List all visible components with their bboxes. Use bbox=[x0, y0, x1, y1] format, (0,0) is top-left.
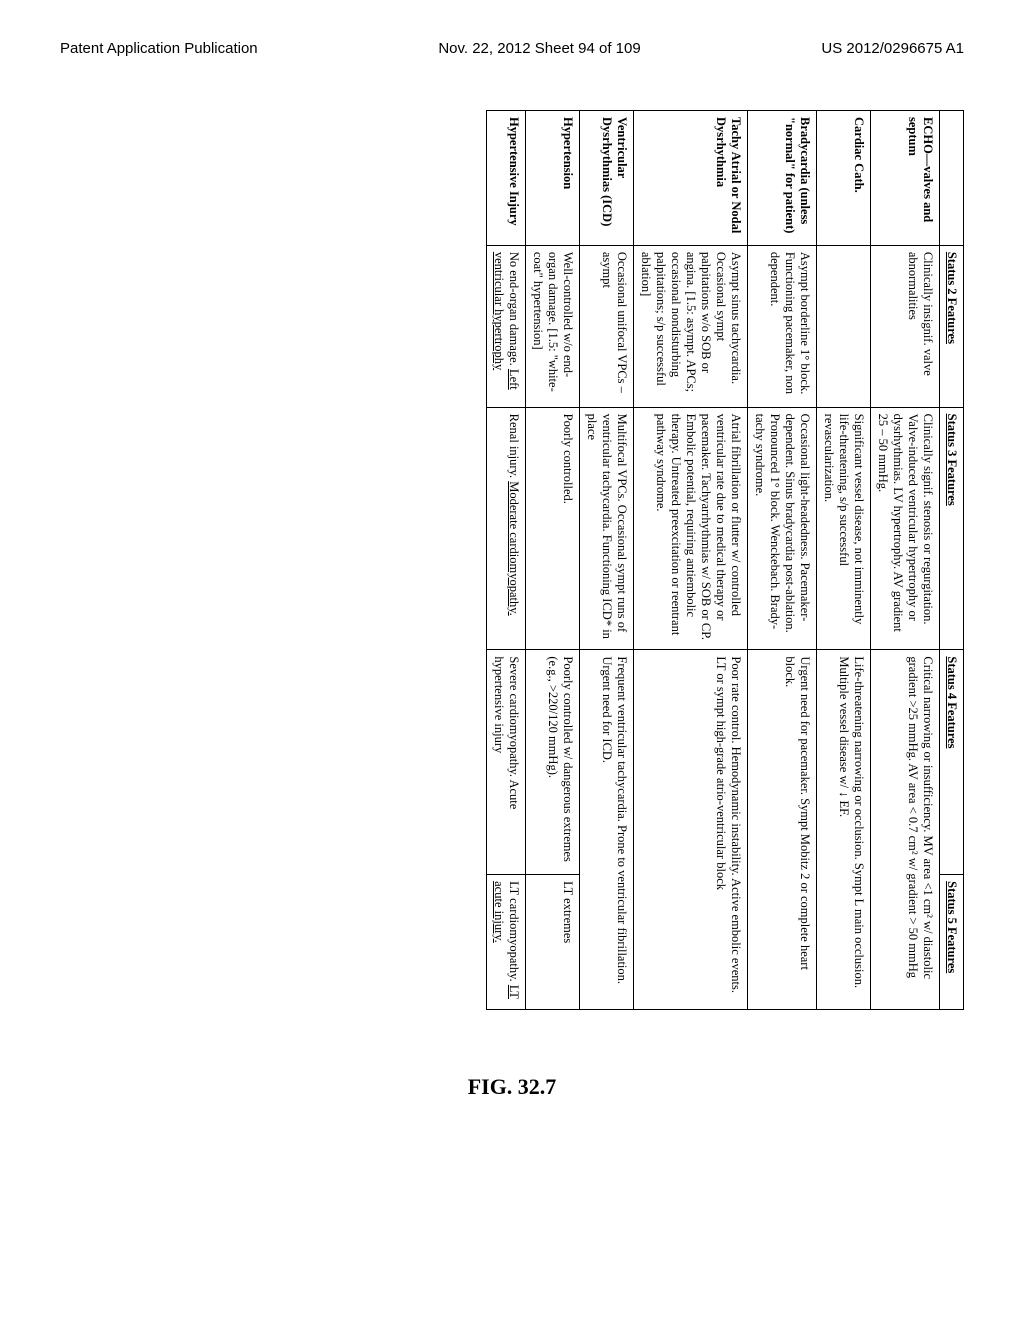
table-row: Tachy Atrial or Nodal Dysrhythmia Asympt… bbox=[634, 111, 748, 1010]
cell: Clinically insignif. valve abnormalities bbox=[871, 245, 940, 407]
cell: Atrial fibrillation or flutter w/ contro… bbox=[634, 407, 748, 650]
cell: Asympt sinus tachycardia. Occasional sym… bbox=[634, 245, 748, 407]
row-label: Tachy Atrial or Nodal Dysrhythmia bbox=[634, 111, 748, 246]
publication-header: Patent Application Publication Nov. 22, … bbox=[0, 0, 1024, 57]
cell: Occasional light-headedness. Pacemaker-d… bbox=[748, 407, 817, 650]
cell: Renal injury. Moderate cardiomyopathy. bbox=[487, 407, 526, 650]
cell: Poorly controlled w/ dangerous extremes … bbox=[526, 650, 580, 875]
row-label: Bradycardia (unless "normal" for patient… bbox=[748, 111, 817, 246]
cell: Well-controlled w/o end-organ damage. [1… bbox=[526, 245, 580, 407]
cell: No end-organ damage. Left ventricular hy… bbox=[487, 245, 526, 407]
row-label: Hypertension bbox=[526, 111, 580, 246]
table-row: Hypertensive Injury No end-organ damage.… bbox=[487, 111, 526, 1010]
cell: Occasional unifocal VPCs – asympt bbox=[580, 245, 634, 407]
cell: Significant vessel disease, not imminent… bbox=[817, 407, 871, 650]
table-row: Ventricular Dysrhythmias (ICD) Occasiona… bbox=[580, 111, 634, 1010]
cell: Critical narrowing or insufficiency. MV … bbox=[871, 650, 940, 1010]
row-label: Cardiac Cath. bbox=[817, 111, 871, 246]
header-left: Patent Application Publication bbox=[60, 40, 258, 57]
figure-caption: FIG. 32.7 bbox=[0, 1074, 1024, 1100]
cell: LT extremes bbox=[526, 875, 580, 1010]
table-row: Cardiac Cath. Significant vessel disease… bbox=[817, 111, 871, 1010]
figure-area: Status 2 Features Status 3 Features Stat… bbox=[60, 110, 964, 1010]
table-row: Hypertension Well-controlled w/o end-org… bbox=[526, 111, 580, 1010]
table-row: ECHO—valves and septum Clinically insign… bbox=[871, 111, 940, 1010]
header-right: US 2012/0296675 A1 bbox=[821, 40, 964, 57]
cell: Asympt borderline 1° block. Functioning … bbox=[748, 245, 817, 407]
status-features-table: Status 2 Features Status 3 Features Stat… bbox=[486, 110, 964, 1010]
col-header-status4: Status 4 Features bbox=[940, 650, 964, 875]
col-header-status2: Status 2 Features bbox=[940, 245, 964, 407]
col-header-status5: Status 5 Features bbox=[940, 875, 964, 1010]
table-row: Bradycardia (unless "normal" for patient… bbox=[748, 111, 817, 1010]
cell: Poor rate control. Hemodynamic instabili… bbox=[634, 650, 748, 1010]
cell: Poorly controlled. bbox=[526, 407, 580, 650]
row-label: ECHO—valves and septum bbox=[871, 111, 940, 246]
cell: Frequent ventricular tachycardia. Prone … bbox=[580, 650, 634, 1010]
header-center: Nov. 22, 2012 Sheet 94 of 109 bbox=[438, 40, 640, 57]
cell bbox=[817, 245, 871, 407]
col-header-status3: Status 3 Features bbox=[940, 407, 964, 650]
cell: Clinically signif. stenosis or regurgita… bbox=[871, 407, 940, 650]
table-header-row: Status 2 Features Status 3 Features Stat… bbox=[940, 111, 964, 1010]
cell: Urgent need for pacemaker. Sympt Mobitz … bbox=[748, 650, 817, 1010]
cell: Severe cardiomyopathy. Acute hypertensiv… bbox=[487, 650, 526, 875]
rotated-table-container: Status 2 Features Status 3 Features Stat… bbox=[60, 110, 964, 1010]
cell: Multifocal VPCs. Occasional sympt runs o… bbox=[580, 407, 634, 650]
row-label: Hypertensive Injury bbox=[487, 111, 526, 246]
cell: Life-threatening narrowing or occlusion.… bbox=[817, 650, 871, 1010]
col-header-blank bbox=[940, 111, 964, 246]
row-label: Ventricular Dysrhythmias (ICD) bbox=[580, 111, 634, 246]
cell: LT cardiomyopathy. LT acute injury. bbox=[487, 875, 526, 1010]
